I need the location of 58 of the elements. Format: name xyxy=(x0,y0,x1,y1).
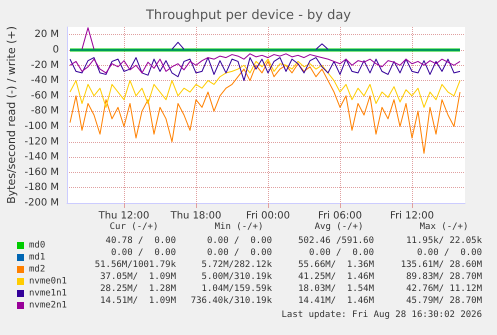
text: Min (-/+) xyxy=(214,222,264,232)
text: 5.00M/310.19k xyxy=(202,272,273,282)
y-tick-label: -160 M xyxy=(24,166,59,178)
x-tick-label: Fri 00:00 xyxy=(246,210,290,222)
text: 14.41M/ 1.46M xyxy=(298,296,375,306)
legend-label: md1 xyxy=(29,252,46,262)
legend-label: nvme2n1 xyxy=(29,300,67,310)
text: 0.00 / 0.00 xyxy=(416,248,482,258)
y-tick-label: -200 M xyxy=(24,198,59,208)
text: 42.76M/ 11.12M xyxy=(406,284,483,294)
y-tick-label: -180 M xyxy=(24,182,59,194)
text: 0.00 / 0.00 xyxy=(206,236,272,246)
text: 0.00 / 0.00 xyxy=(308,248,374,258)
line-series xyxy=(70,58,460,108)
text: 51.56M/1001.79k xyxy=(94,260,177,270)
text: Avg (-/+) xyxy=(314,222,364,232)
y-tick-label: -80 M xyxy=(30,106,59,117)
legend-label: nvme1n1 xyxy=(29,288,67,298)
text: 40.78 / 0.00 xyxy=(106,236,176,246)
text: Last update: Fri Aug 28 16:30:02 2026 xyxy=(282,310,482,320)
x-tick-label: Thu 18:00 xyxy=(170,210,222,222)
line-series xyxy=(70,60,460,154)
text: 45.79M/ 28.70M xyxy=(406,296,483,306)
legend-label: md2 xyxy=(29,264,46,274)
y-tick-label: -100 M xyxy=(24,120,59,132)
text: 0.00 / 0.00 xyxy=(206,248,272,258)
y-tick-label: 20 M xyxy=(34,29,59,40)
text: 736.40k/310.19k xyxy=(190,296,273,306)
y-tick-label: -20 M xyxy=(30,60,59,71)
y-tick-label: -140 M xyxy=(24,152,59,163)
y-tick-label: -60 M xyxy=(30,90,59,102)
text: 14.51M/ 1.09M xyxy=(100,296,177,306)
x-tick-label: Thu 12:00 xyxy=(98,210,150,222)
text: 28.25M/ 1.28M xyxy=(100,284,177,294)
text: 41.25M/ 1.46M xyxy=(298,272,375,282)
legend-label: nvme0n1 xyxy=(29,276,67,286)
x-tick-label: Fri 06:00 xyxy=(318,210,362,222)
line-series xyxy=(70,53,460,74)
text: Cur (-/+) xyxy=(110,222,158,232)
legend-label: md0 xyxy=(29,240,46,250)
text: 1.04M/159.59k xyxy=(202,284,273,294)
text: 37.05M/ 1.09M xyxy=(100,272,177,282)
text: 135.61M/ 28.60M xyxy=(400,260,483,270)
text: 11.95k/ 22.05k xyxy=(406,236,483,246)
x-tick-label: Fri 12:00 xyxy=(390,210,434,222)
y-tick-label: 0 xyxy=(52,44,59,56)
text: Max (-/+) xyxy=(420,222,468,232)
text: 55.66M/ 1.36M xyxy=(298,260,375,270)
y-axis-title: Bytes/second read (-) / write (+) xyxy=(5,26,18,204)
text: 18.03M/ 1.54M xyxy=(298,284,375,294)
text: 502.46 /591.60 xyxy=(298,236,374,246)
text: 0.00 / 0.00 xyxy=(110,248,176,258)
text: 5.72M/282.12k xyxy=(202,260,273,270)
y-tick-label: -120 M xyxy=(24,136,59,148)
y-tick-label: -40 M xyxy=(30,75,59,86)
chart-title: Throughput per device - by day xyxy=(144,8,352,23)
line-series xyxy=(70,57,460,82)
text: 89.83M/ 28.70M xyxy=(406,272,483,282)
